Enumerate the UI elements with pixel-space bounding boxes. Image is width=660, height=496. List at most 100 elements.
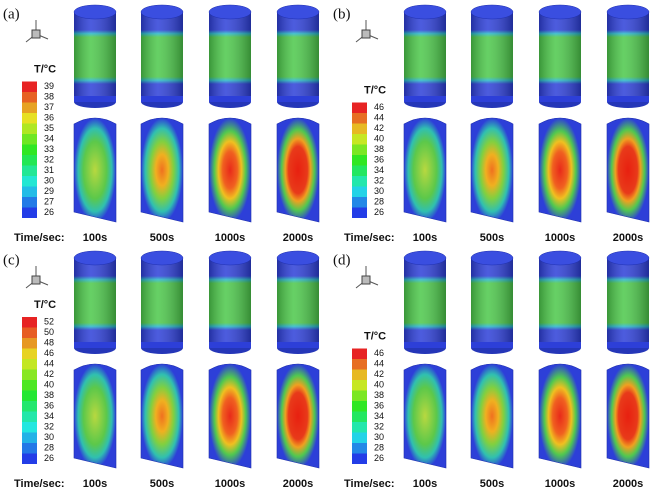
colorbar-tick-label: 38 bbox=[44, 92, 54, 102]
axis-triad bbox=[355, 266, 379, 289]
cut-cylinder-edge bbox=[538, 363, 582, 469]
colorbar-swatch bbox=[352, 359, 367, 370]
cut-cylinder-edge bbox=[538, 117, 582, 223]
colorbar-tick-label: 32 bbox=[374, 176, 384, 186]
colorbar-tick-label: 36 bbox=[44, 113, 54, 123]
cylinder-shade bbox=[539, 12, 581, 102]
colorbar-swatch bbox=[352, 453, 367, 464]
colorbar-swatch bbox=[22, 317, 37, 328]
cylinder-shade bbox=[74, 12, 116, 102]
colorbar-swatch bbox=[22, 102, 37, 113]
colorbar-swatch bbox=[22, 411, 37, 422]
colorbar-swatch bbox=[352, 443, 367, 454]
cylinder-shade bbox=[607, 342, 649, 348]
time-label: 500s bbox=[150, 478, 174, 490]
cut-cylinder bbox=[209, 364, 251, 468]
colorbar-swatch bbox=[352, 432, 367, 443]
time-label: 100s bbox=[413, 478, 437, 490]
colorbar-tick-label: 36 bbox=[44, 401, 54, 411]
colorbar-swatch bbox=[22, 197, 37, 208]
colorbar-tick-label: 29 bbox=[44, 186, 54, 196]
colorbar-swatch bbox=[22, 207, 37, 218]
colorbar-tick-label: 37 bbox=[44, 102, 54, 112]
colorbar-title: T/°C bbox=[364, 84, 386, 96]
time-axis-label: Time/sec: bbox=[14, 232, 65, 244]
colorbar-swatch bbox=[352, 390, 367, 401]
colorbar-tick-label: 32 bbox=[44, 155, 54, 165]
colorbar-tick-label: 35 bbox=[44, 123, 54, 133]
cut-cylinder-edge bbox=[208, 363, 252, 469]
cylinder-shade bbox=[539, 258, 581, 348]
cut-cylinder-edge bbox=[140, 117, 184, 223]
panel-label: (c) bbox=[3, 252, 20, 268]
colorbar-tick-label: 46 bbox=[44, 348, 54, 358]
colorbar-swatch bbox=[22, 155, 37, 166]
colorbar-tick-label: 38 bbox=[374, 144, 384, 154]
cylinder-shade bbox=[277, 342, 319, 348]
cut-cylinder bbox=[277, 118, 319, 222]
cut-cylinder bbox=[141, 364, 183, 468]
colorbar-tick-label: 46 bbox=[374, 348, 384, 358]
colorbar-tick-label: 31 bbox=[44, 165, 54, 175]
cut-cylinder-edge bbox=[276, 363, 320, 469]
time-label: 1000s bbox=[215, 232, 246, 244]
cylinder-top bbox=[606, 4, 650, 20]
cut-cylinder bbox=[209, 118, 251, 222]
cut-cylinder bbox=[539, 118, 581, 222]
cut-cylinder bbox=[607, 118, 649, 222]
axis-cube bbox=[361, 29, 371, 39]
colorbar-swatch bbox=[22, 369, 37, 380]
cylinder-shade bbox=[471, 258, 513, 348]
cut-cylinder bbox=[141, 118, 183, 222]
cut-cylinder-edge bbox=[606, 363, 650, 469]
cylinder-top bbox=[538, 4, 582, 20]
colorbar-swatch bbox=[22, 327, 37, 338]
cut-cylinder bbox=[404, 118, 446, 222]
colorbar-tick-label: 26 bbox=[374, 207, 384, 217]
time-label: 1000s bbox=[545, 478, 576, 490]
colorbar-swatch bbox=[22, 453, 37, 464]
time-label: 1000s bbox=[215, 478, 246, 490]
colorbar-swatch bbox=[22, 401, 37, 412]
colorbar-swatch bbox=[22, 123, 37, 134]
colorbar-swatch bbox=[352, 134, 367, 145]
colorbar-tick-label: 28 bbox=[374, 197, 384, 207]
colorbar-title: T/°C bbox=[364, 330, 386, 342]
time-label: 100s bbox=[413, 232, 437, 244]
cylinder-top bbox=[403, 4, 447, 20]
cylinder-shade bbox=[141, 12, 183, 102]
cylinder-shade bbox=[471, 342, 513, 348]
cut-cylinder bbox=[74, 364, 116, 468]
colorbar-swatch bbox=[22, 390, 37, 401]
cut-cylinder bbox=[74, 118, 116, 222]
colorbar-swatch bbox=[352, 401, 367, 412]
cylinder-shade bbox=[74, 96, 116, 102]
colorbar-swatch bbox=[352, 369, 367, 380]
colorbar-swatch bbox=[22, 432, 37, 443]
colorbar-tick-label: 38 bbox=[374, 390, 384, 400]
colorbar-swatch bbox=[352, 207, 367, 218]
cylinder-shade bbox=[539, 342, 581, 348]
colorbar-swatch bbox=[22, 165, 37, 176]
cut-cylinder-edge bbox=[403, 117, 447, 223]
colorbar-tick-label: 40 bbox=[374, 134, 384, 144]
colorbar-title: T/°C bbox=[34, 63, 56, 75]
colorbar-tick-label: 30 bbox=[374, 186, 384, 196]
colorbar-swatch bbox=[352, 155, 367, 166]
cylinder-shade bbox=[607, 96, 649, 102]
colorbar-tick-label: 40 bbox=[374, 380, 384, 390]
time-label: 2000s bbox=[283, 232, 314, 244]
cylinder-shade bbox=[74, 258, 116, 348]
time-label: 500s bbox=[480, 232, 504, 244]
colorbar-tick-label: 44 bbox=[374, 359, 384, 369]
cut-cylinder bbox=[404, 364, 446, 468]
cut-cylinder-edge bbox=[276, 117, 320, 223]
colorbar-tick-label: 46 bbox=[374, 102, 384, 112]
time-label: 500s bbox=[480, 478, 504, 490]
colorbar-tick-label: 30 bbox=[44, 432, 54, 442]
colorbar-tick-label: 42 bbox=[374, 369, 384, 379]
cylinder-shade bbox=[607, 12, 649, 102]
